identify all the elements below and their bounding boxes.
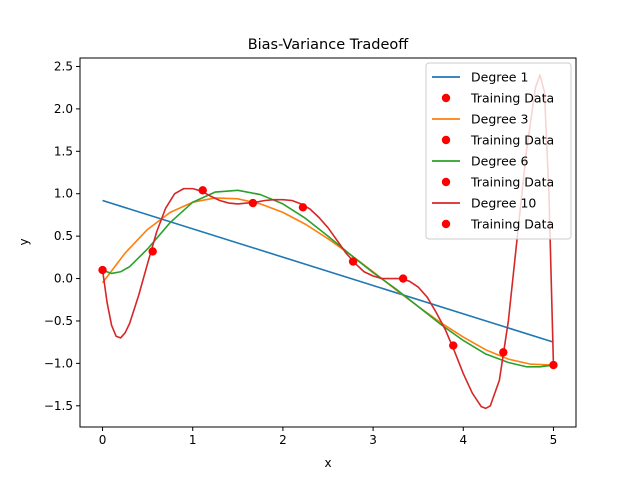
legend-marker-swatch	[441, 219, 451, 229]
x-tick-label: 3	[369, 433, 377, 447]
x-tick-label: 5	[550, 433, 558, 447]
legend-label: Training Data	[470, 133, 554, 148]
training-point	[499, 348, 508, 357]
legend-label: Training Data	[470, 217, 554, 232]
legend-label: Degree 3	[471, 112, 528, 127]
legend: Degree 1 Training Data Degree 3 Training Da…	[425, 62, 572, 240]
training-point	[398, 274, 408, 283]
y-axis: −1.5 −1.0 −0.5 0.0 0.5 1.0 1.5 2.0 2.5	[44, 59, 80, 413]
x-tick-label: 1	[189, 433, 197, 447]
training-point	[248, 198, 258, 208]
legend-label: Degree 10	[471, 196, 536, 211]
series-layer	[101, 74, 555, 410]
training-point	[348, 257, 358, 266]
training-points-layer	[98, 186, 558, 370]
y-tick-label: 0.0	[54, 272, 73, 286]
legend-marker-swatch	[441, 177, 451, 187]
legend-label: Training Data	[470, 175, 554, 190]
legend-label: Training Data	[470, 91, 554, 106]
plot-area	[79, 57, 577, 428]
legend-marker-swatch	[441, 93, 451, 103]
training-point	[549, 360, 558, 370]
series-line-degree-3	[101, 197, 554, 366]
y-tick-label: −0.5	[44, 314, 73, 328]
series-line-degree-6	[102, 189, 554, 368]
series-line-degree-1	[102, 199, 554, 343]
y-tick-label: −1.5	[44, 399, 73, 413]
y-tick-label: 2.0	[54, 102, 73, 116]
chart-title: Bias-Variance Tradeoff	[248, 37, 410, 53]
series-line-degree-10	[101, 74, 555, 410]
y-tick-label: 0.5	[54, 229, 73, 243]
training-point	[148, 247, 157, 256]
legend-marker-swatch	[441, 135, 451, 145]
plot-frame	[79, 57, 577, 428]
legend-label: Degree 6	[471, 154, 528, 169]
training-point	[198, 186, 207, 195]
training-point	[98, 265, 107, 275]
y-axis-title: y	[17, 238, 31, 245]
legend-box	[425, 62, 572, 240]
legend-label: Degree 1	[471, 70, 528, 85]
x-tick-label: 2	[279, 433, 287, 447]
y-tick-label: −1.0	[44, 356, 73, 370]
x-axis-title: x	[324, 456, 331, 470]
training-point	[449, 341, 458, 350]
y-tick-label: 2.5	[54, 59, 73, 73]
y-tick-label: 1.5	[54, 144, 73, 158]
training-point	[298, 203, 308, 212]
y-tick-label: 1.0	[54, 187, 73, 201]
x-axis: 0 1 2 3 4 5	[99, 427, 558, 447]
x-tick-label: 0	[99, 433, 107, 447]
x-tick-label: 4	[459, 433, 467, 447]
